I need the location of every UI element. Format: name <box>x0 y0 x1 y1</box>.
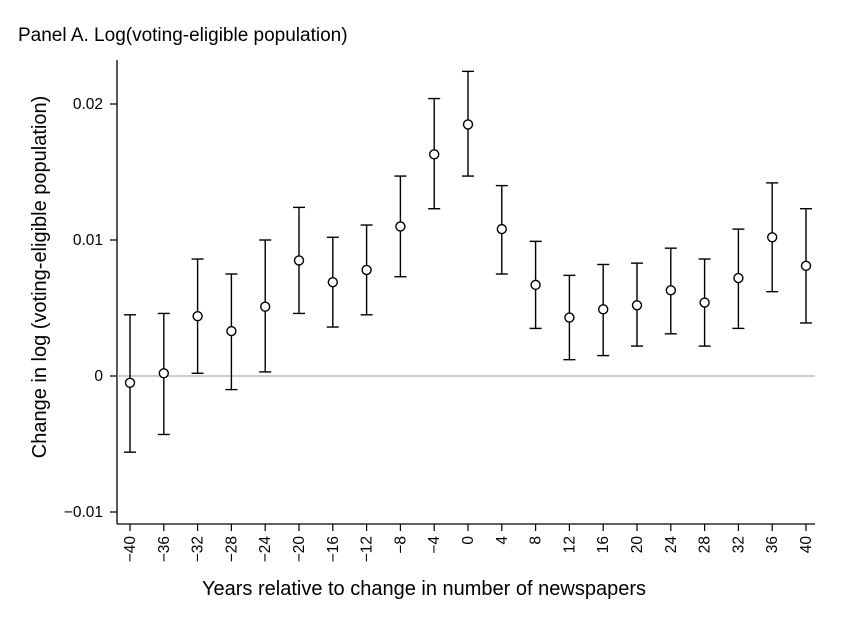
data-point-group <box>462 70 474 177</box>
point-marker <box>767 232 778 243</box>
x-tick-label: 36 <box>764 536 781 553</box>
point-marker <box>496 223 507 235</box>
data-points <box>124 70 812 453</box>
data-point-group <box>698 258 711 347</box>
point-marker <box>226 325 237 337</box>
x-tick-label: 20 <box>629 536 646 554</box>
x-tick-label: −28 <box>223 536 240 562</box>
chart-title: Panel A. Log(voting-eligible population) <box>18 25 348 46</box>
x-tick-label: −8 <box>392 536 409 554</box>
data-point-group <box>428 97 441 210</box>
data-point-group <box>529 240 542 330</box>
x-tick-label: −32 <box>190 536 207 562</box>
data-point-group <box>124 314 136 453</box>
x-tick-label: 16 <box>595 536 612 553</box>
point-marker <box>665 285 676 296</box>
data-point-group <box>597 263 610 357</box>
point-marker <box>564 312 575 323</box>
point-marker <box>699 297 710 308</box>
y-tick-label: −0.01 <box>64 504 103 521</box>
x-tick-label: 12 <box>561 536 578 553</box>
point-marker <box>598 304 609 315</box>
x-tick-label: −16 <box>325 536 342 562</box>
point-marker <box>327 276 338 288</box>
data-point-group <box>495 184 508 275</box>
point-marker <box>631 300 643 311</box>
x-tick-label: −36 <box>156 536 173 562</box>
data-point-group <box>631 262 643 347</box>
point-marker <box>462 119 474 130</box>
point-marker <box>158 368 170 379</box>
data-point-group <box>766 182 779 293</box>
x-tick-label: 8 <box>528 536 545 545</box>
y-tick-label: 0.01 <box>73 232 103 249</box>
x-tick-label: 28 <box>697 536 714 553</box>
y-ticks: −0.01 0 0.01 0.02 <box>64 96 117 521</box>
x-axis-title: Years relative to change in number of ne… <box>202 578 646 600</box>
data-point-group <box>394 175 407 278</box>
point-marker <box>293 255 305 266</box>
data-point-group <box>664 247 677 335</box>
point-marker <box>260 301 271 312</box>
x-tick-label: −24 <box>257 536 274 563</box>
y-tick-label: 0.02 <box>73 96 103 113</box>
data-point-group <box>326 236 339 328</box>
x-tick-label: 32 <box>730 536 747 553</box>
x-tick-label: 4 <box>494 536 511 545</box>
point-marker <box>429 149 440 160</box>
point-marker <box>395 221 406 232</box>
data-point-group <box>800 208 812 324</box>
x-ticks: −40 −36 −32 −28 −24 −20 −16 −12 −8 −4 0 4 8 12 16 20 24 2… <box>122 524 815 562</box>
x-tick-label: −40 <box>122 536 139 563</box>
x-tick-label: −20 <box>291 536 308 563</box>
data-point-group <box>157 312 170 436</box>
x-tick-label: −4 <box>426 536 443 554</box>
y-tick-label: 0 <box>94 368 103 385</box>
data-point-group <box>293 206 305 315</box>
data-point-group <box>225 273 238 391</box>
x-tick-label: 40 <box>798 536 815 554</box>
x-tick-label: 0 <box>460 536 477 545</box>
data-point-group <box>563 274 576 361</box>
point-marker <box>800 260 812 272</box>
data-point-group <box>732 228 745 330</box>
point-marker <box>733 272 744 284</box>
x-tick-label: 24 <box>663 536 680 554</box>
data-point-group <box>191 258 204 374</box>
y-axis-title: Change in log (voting-eligible populatio… <box>29 96 51 458</box>
point-marker <box>530 279 541 291</box>
data-point-group <box>360 224 373 316</box>
point-marker <box>124 377 136 388</box>
x-tick-label: −12 <box>359 536 376 562</box>
point-marker <box>192 310 203 322</box>
data-point-group <box>259 239 272 373</box>
point-marker <box>361 264 372 276</box>
